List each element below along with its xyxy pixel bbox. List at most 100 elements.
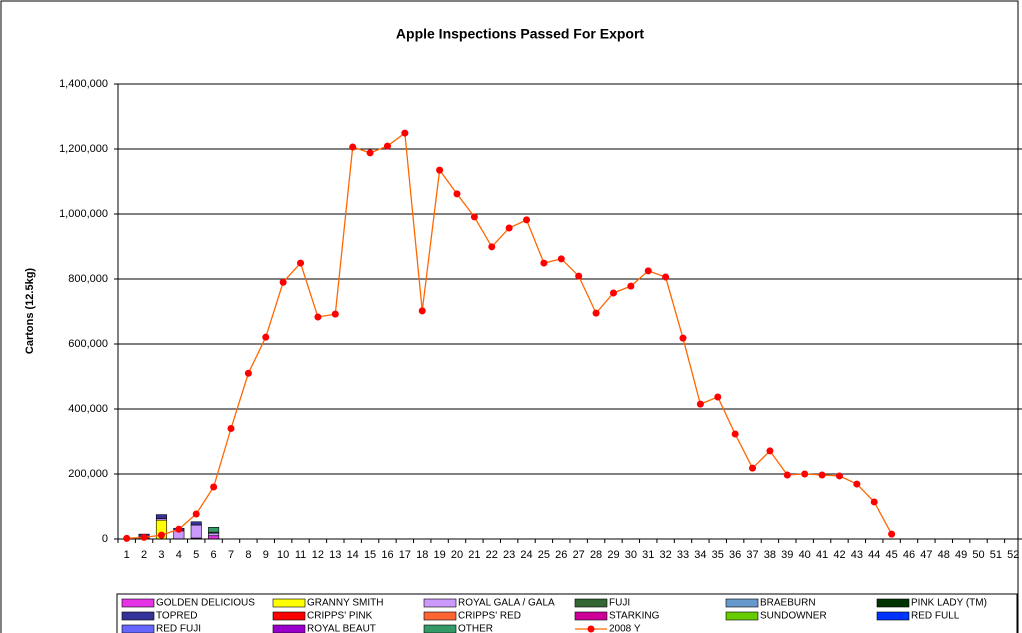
line-marker: [766, 447, 774, 455]
x-tick-label: 18: [416, 549, 428, 561]
line-marker: [557, 255, 565, 263]
legend-box: [116, 593, 1018, 633]
line-marker: [679, 334, 687, 342]
line-marker: [383, 142, 391, 150]
legend-label: PINK LADY (TM): [911, 598, 987, 609]
y-tick-label: 1,400,000: [59, 78, 108, 90]
legend-swatch: [272, 624, 306, 633]
x-tick-label: 13: [329, 549, 341, 561]
line-marker: [714, 393, 722, 401]
x-tick-label: 46: [903, 549, 915, 561]
line-marker: [123, 534, 131, 542]
x-tick-label: 24: [520, 549, 532, 561]
x-tick-label: 41: [816, 549, 828, 561]
x-tick-label: 51: [990, 549, 1002, 561]
line-marker: [783, 471, 791, 479]
legend-swatch: [587, 625, 595, 633]
x-tick-label: 20: [451, 549, 463, 561]
line-marker: [488, 243, 496, 251]
line-marker: [227, 425, 235, 432]
x-tick-label: 21: [468, 549, 480, 561]
x-tick-label: 48: [938, 549, 950, 561]
legend-swatch: [121, 624, 155, 633]
line-marker: [314, 313, 322, 321]
legend-swatch: [272, 598, 306, 608]
x-tick-label: 40: [799, 549, 811, 561]
x-tick-label: 14: [347, 549, 359, 561]
line-marker: [888, 530, 896, 538]
x-tick-label: 4: [176, 549, 182, 561]
line-marker: [731, 430, 739, 438]
x-tick-label: 31: [642, 549, 654, 561]
legend-swatch: [423, 611, 457, 621]
legend-label: 2008 Y: [609, 624, 641, 633]
legend-swatch: [423, 624, 457, 633]
legend-label: RED FUJI: [156, 624, 201, 633]
line-marker: [627, 282, 635, 290]
chart-title: Apple Inspections Passed For Export: [396, 26, 645, 42]
line-marker: [662, 273, 670, 281]
x-tick-label: 17: [399, 549, 411, 561]
bar-segment: [190, 521, 202, 526]
line-marker: [870, 498, 878, 506]
y-tick-label: 0: [102, 533, 108, 545]
line-marker: [749, 464, 757, 472]
x-tick-label: 35: [712, 549, 724, 561]
line-marker: [262, 333, 270, 341]
x-tick-label: 29: [607, 549, 619, 561]
x-tick-label: 15: [364, 549, 376, 561]
x-tick-label: 47: [920, 549, 932, 561]
legend-swatch: [574, 598, 608, 608]
legend-label: TOPRED: [156, 611, 198, 622]
y-tick-label: 200,000: [68, 468, 108, 480]
x-tick-label: 19: [433, 549, 445, 561]
legend-label: ROYAL BEAUT: [307, 624, 376, 633]
bar-segment: [155, 514, 167, 519]
y-tick-label: 1,000,000: [59, 208, 108, 220]
line-marker: [349, 143, 357, 151]
line-marker: [331, 310, 339, 318]
bar-segment: [208, 526, 220, 533]
legend-label: RED FULL: [911, 611, 960, 622]
bar-segment: [190, 524, 202, 539]
legend-label: STARKING: [609, 611, 660, 622]
line-marker: [818, 471, 826, 479]
x-tick-label: 38: [764, 549, 776, 561]
legend-swatch: [876, 611, 910, 621]
legend-label: CRIPPS' RED: [458, 611, 521, 622]
x-tick-label: 23: [503, 549, 515, 561]
x-tick-label: 1: [124, 549, 130, 561]
x-tick-label: 49: [955, 549, 967, 561]
line-marker: [279, 278, 287, 286]
bar-segment: [208, 532, 220, 537]
line-marker: [140, 533, 148, 541]
line-marker: [853, 480, 861, 488]
x-tick-label: 32: [659, 549, 671, 561]
legend-label: ROYAL GALA / GALA: [458, 598, 555, 609]
line-marker: [297, 259, 305, 267]
x-tick-label: 43: [851, 549, 863, 561]
line-marker: [835, 472, 843, 480]
legend-swatch: [121, 611, 155, 621]
y-axis-label: Cartons (12.5kg): [24, 268, 36, 355]
x-tick-label: 10: [277, 549, 289, 561]
legend-label: OTHER: [458, 624, 493, 633]
line-marker: [540, 259, 548, 267]
line-marker: [592, 309, 600, 317]
x-tick-label: 7: [228, 549, 234, 561]
x-tick-label: 5: [193, 549, 199, 561]
x-tick-label: 44: [868, 549, 880, 561]
line-marker: [436, 166, 444, 174]
line-marker: [470, 213, 478, 221]
x-tick-label: 9: [263, 549, 269, 561]
x-tick-label: 27: [573, 549, 585, 561]
line-marker: [801, 470, 809, 478]
legend-label: GRANNY SMITH: [307, 598, 384, 609]
y-tick-label: 600,000: [68, 338, 108, 350]
y-tick-label: 1,200,000: [59, 143, 108, 155]
line-marker: [401, 129, 409, 137]
x-tick-label: 28: [590, 549, 602, 561]
x-tick-label: 2: [141, 549, 147, 561]
